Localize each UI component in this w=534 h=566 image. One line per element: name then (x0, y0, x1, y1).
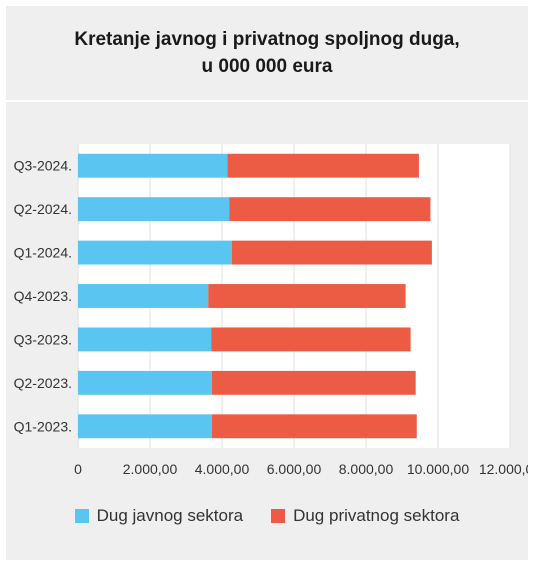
bar-public-debt (78, 327, 212, 352)
bar-public-debt (78, 370, 212, 395)
x-tick-label: 0 (74, 461, 82, 477)
x-tick-label: 6.000,00 (267, 461, 322, 477)
chart-legend: Dug javnog sektora Dug privatnog sektora (6, 504, 528, 528)
x-tick-label: 4.000,00 (195, 461, 250, 477)
y-category-label: Q4-2023. (14, 288, 72, 304)
bar-private-debt (211, 370, 416, 395)
bar-private-debt (211, 327, 411, 352)
chart-frame: Kretanje javnog i privatnog spoljnog dug… (6, 6, 528, 560)
bar-chart: Q3-2024. Q2-2024. Q1-2024. Q4-2023. Q3-2023.… (14, 144, 528, 477)
y-category-label: Q1-2024. (14, 245, 72, 261)
chart-title-line-1: Kretanje javnog i privatnog spoljnog dug… (74, 29, 460, 50)
legend-swatch-private (271, 509, 286, 523)
bar-public-debt (78, 153, 228, 178)
legend-label-private: Dug privatnog sektora (293, 506, 460, 525)
legend-item-public: Dug javnog sektora (74, 506, 244, 526)
legend-label-public: Dug javnog sektora (96, 506, 244, 525)
bar-public-debt (78, 284, 209, 308)
x-tick-label: 8.000,00 (339, 461, 394, 477)
legend-item-private: Dug privatnog sektora (271, 506, 459, 526)
y-category-label: Q1-2023. (14, 418, 72, 434)
y-category-label: Q2-2023. (14, 375, 72, 391)
y-category-label: Q3-2023. (14, 331, 72, 347)
bar-private-debt (211, 414, 417, 439)
bar-private-debt (208, 284, 406, 308)
chart-title: Kretanje javnog i privatnog spoljnog dug… (6, 6, 528, 102)
x-tick-label: 12.000,00 (479, 461, 528, 477)
legend-swatch-public (74, 509, 89, 523)
bar-public-debt (78, 240, 232, 265)
y-category-label: Q2-2024. (14, 201, 72, 217)
x-tick-label: 2.000,00 (123, 461, 178, 477)
x-tick-label: 10.000,00 (407, 461, 469, 477)
bar-public-debt (78, 414, 212, 439)
bar-private-debt (231, 240, 432, 265)
bar-private-debt (227, 153, 419, 178)
y-category-label: Q3-2024. (14, 158, 72, 174)
bar-private-debt (229, 197, 431, 222)
chart-title-line-2: u 000 000 eura (201, 56, 333, 77)
bar-public-debt (78, 197, 230, 222)
